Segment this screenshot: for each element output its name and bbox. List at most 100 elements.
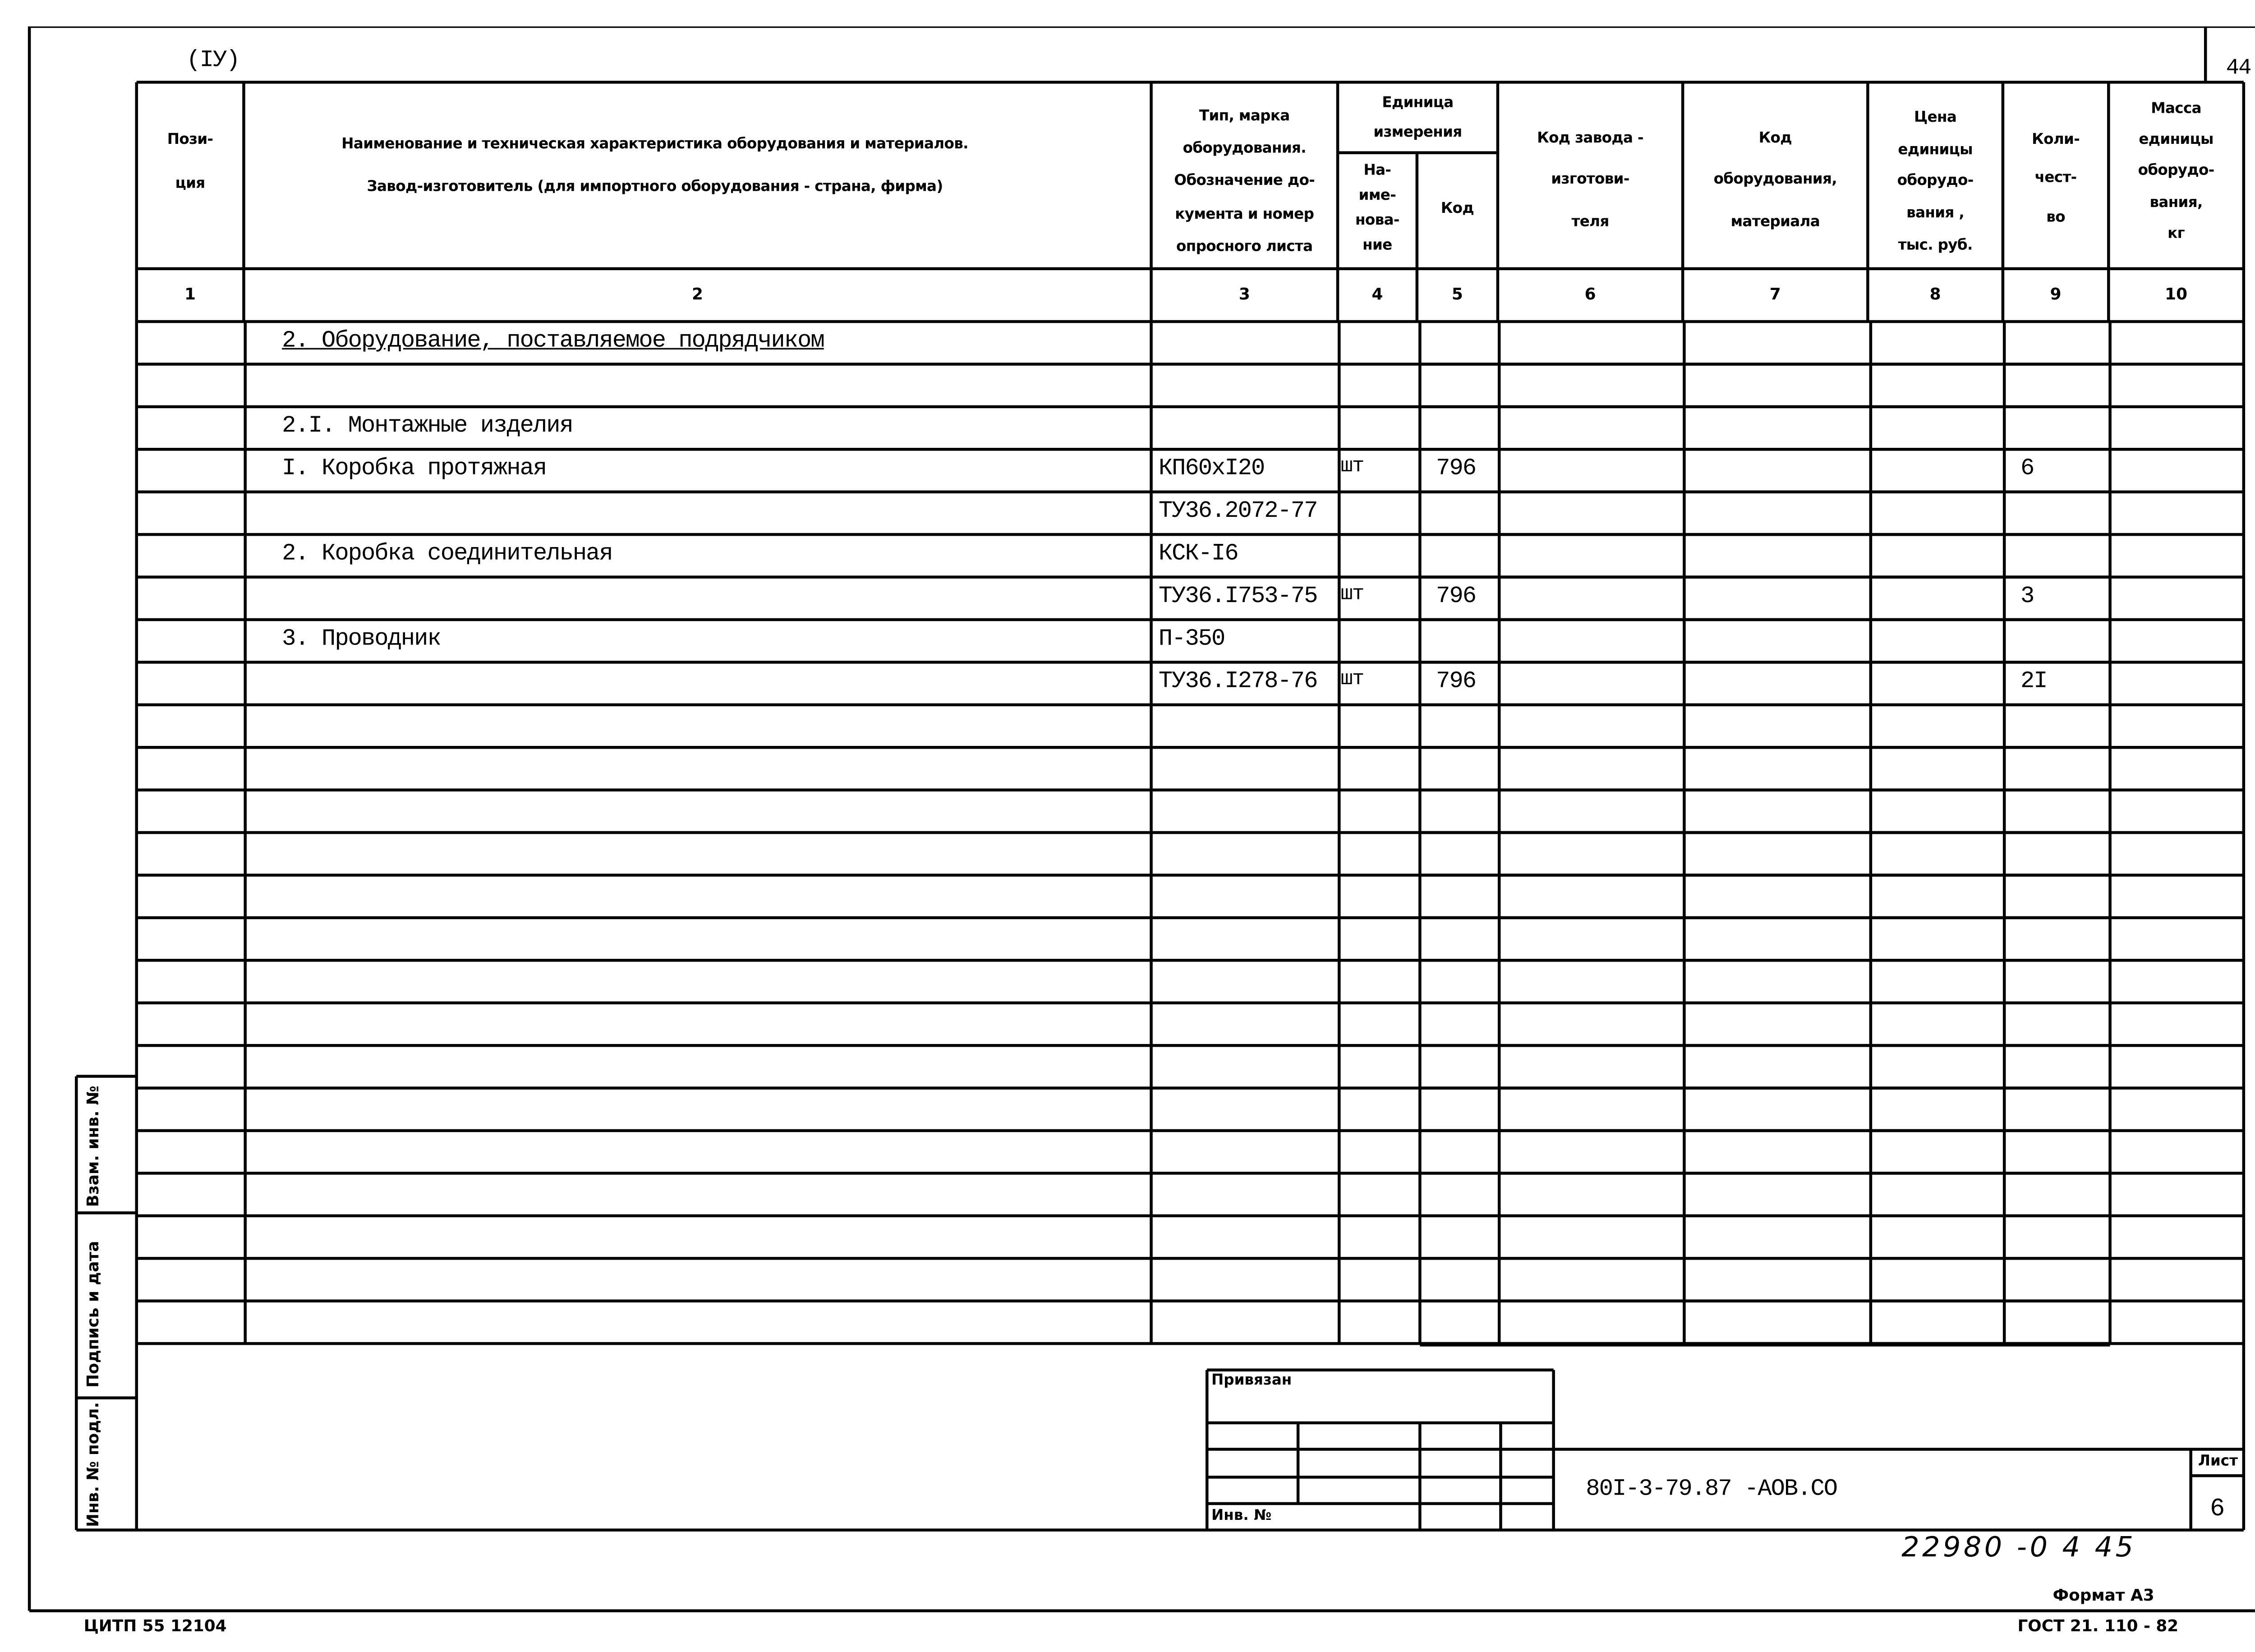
grid-line: [1420, 1172, 2110, 1175]
grid-line: [1420, 1256, 2110, 1260]
grid-line: [136, 491, 2244, 493]
grid-line: [136, 789, 2244, 791]
sheet-number: 6: [2209, 1496, 2225, 1524]
header-text: Тип, марка: [1199, 108, 1290, 124]
grid-line: [136, 533, 2244, 536]
grid-line: [1420, 831, 2110, 834]
grid-line: [1420, 575, 2110, 579]
grid-line: [2242, 82, 2245, 1530]
grid-line: [1420, 788, 2110, 791]
grid-line: [29, 25, 2255, 28]
header-text: вания,: [2149, 194, 2203, 211]
header-text: Завод-изготовитель (для импортного обору…: [367, 179, 943, 196]
header-price: Цена единицы оборудо- вания , тыс. руб.: [1868, 103, 2003, 262]
grid-line: [75, 1076, 78, 1530]
grid-line: [136, 576, 2244, 578]
grid-line: [136, 916, 2244, 919]
header-text: На-: [1363, 163, 1391, 179]
item-unit: шт: [1340, 583, 1365, 607]
header-name: Наименование и техническая характеристик…: [244, 123, 1066, 208]
grid-line: [2204, 26, 2207, 83]
header-text: оборудо-: [2138, 163, 2215, 180]
grid-line: [2108, 82, 2110, 322]
header-unit-name: На- име- нова- ние: [1338, 159, 1417, 258]
header-text: вания ,: [1906, 206, 1965, 222]
item-type: П-350: [1158, 625, 1226, 652]
grid-line: [136, 874, 2244, 876]
grid-line: [136, 1087, 2244, 1089]
grid-line: [1150, 82, 1152, 322]
header-text: Коли-: [2032, 132, 2080, 148]
grid-line: [1420, 1001, 2110, 1004]
item-unit-code: 796: [1436, 668, 1477, 695]
item-type: КП60хI20: [1158, 455, 1265, 482]
grid-line: [136, 1300, 2244, 1302]
item-name: 2. Коробка соединительная: [282, 540, 613, 567]
grid-line: [136, 319, 2244, 324]
grid-line: [1420, 618, 2110, 621]
grid-line: [1420, 1129, 2110, 1132]
grid-line: [1420, 661, 2110, 664]
grid-line: [135, 82, 138, 1530]
grid-line: [76, 1397, 137, 1399]
column-number: 10: [2165, 285, 2188, 304]
item-quantity: 3: [2020, 583, 2034, 610]
column-number: 3: [1238, 285, 1250, 304]
grid-line: [1420, 533, 2110, 536]
header-text: оборудования,: [1713, 172, 1837, 189]
grid-line: [1206, 1370, 1208, 1530]
header-text: Код: [1758, 130, 1792, 147]
grid-line: [1420, 405, 2110, 409]
header-text: Цена: [1914, 110, 1957, 127]
grid-line: [136, 1002, 2244, 1004]
grid-line: [1420, 490, 2110, 493]
item-unit: шт: [1340, 668, 1365, 692]
grid-line: [1867, 82, 1869, 322]
header-text: оборудования.: [1183, 141, 1307, 157]
header-text: единицы: [1898, 142, 1973, 159]
column-number: 8: [1929, 285, 1941, 304]
stamp-privyazan: Привязан: [1211, 1373, 1292, 1389]
grid-line: [1420, 1341, 2110, 1346]
grid-line: [136, 1129, 2244, 1132]
document-designation: 80I-3-79.87 -АОВ.СО: [1586, 1476, 1838, 1502]
side-label-signature-date: Подпись и дата: [83, 1241, 103, 1388]
header-text: материала: [1730, 214, 1820, 231]
grid-line: [1420, 448, 2110, 451]
grid-line: [1420, 363, 2110, 366]
column-number: 2: [692, 285, 703, 304]
grid-line: [136, 618, 2244, 621]
item-unit-code: 796: [1436, 583, 1477, 610]
header-text: Единица: [1382, 94, 1454, 111]
grid-line: [1207, 1476, 1554, 1478]
header-text: Наименование и техническая характеристик…: [341, 136, 968, 153]
header-text: Код завода -: [1537, 130, 1643, 147]
header-text: нова-: [1355, 213, 1399, 229]
grid-line: [1496, 82, 1499, 322]
item-type: ТУ36.I753-75: [1158, 583, 1318, 610]
header-unit-group: Единица измерения: [1338, 88, 1498, 147]
grid-line: [136, 959, 2244, 962]
header-text: кг: [2168, 225, 2185, 242]
grid-line: [2191, 1474, 2244, 1477]
header-text: теля: [1571, 214, 1609, 231]
grid-line: [136, 704, 2244, 706]
side-label-replacement-inv: Взам. инв. №: [83, 1085, 103, 1207]
grid-line: [1500, 1422, 1502, 1530]
grid-line: [1420, 959, 2110, 962]
grid-line: [136, 80, 2244, 84]
grid-line: [2002, 82, 2004, 322]
column-number: 6: [1584, 285, 1596, 304]
header-text: единицы: [2139, 132, 2214, 149]
grid-line: [1682, 82, 1684, 322]
header-text: Масса: [2151, 101, 2201, 118]
item-quantity: 2I: [2020, 668, 2048, 695]
grid-line: [1297, 1422, 1299, 1504]
grid-line: [136, 832, 2244, 833]
header-text: Пози-: [167, 131, 213, 148]
footer-left-code: ЦИТП 55 12104: [83, 1616, 227, 1636]
grid-line: [1338, 151, 1498, 155]
column-number: 9: [2050, 285, 2062, 304]
column-number: 4: [1371, 285, 1383, 304]
